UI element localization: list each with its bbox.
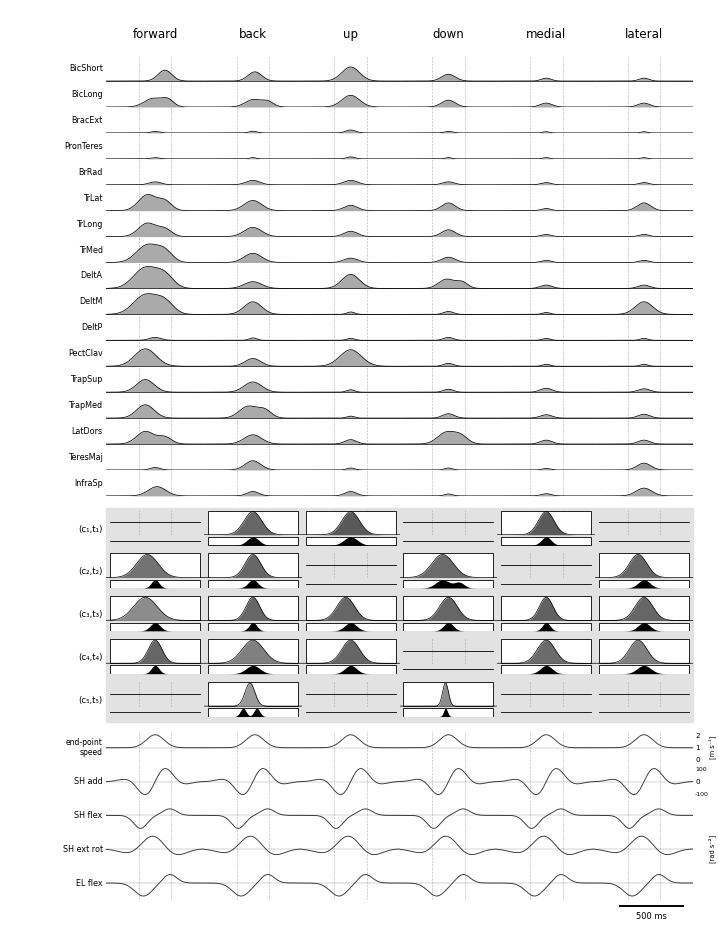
Bar <box>110 579 200 588</box>
Bar <box>599 623 689 631</box>
Text: (c₁,t₁): (c₁,t₁) <box>78 525 103 533</box>
Text: LatDors: LatDors <box>72 427 103 436</box>
Text: TrapSup: TrapSup <box>70 376 103 384</box>
Text: up: up <box>343 28 358 41</box>
Text: SH ext rot: SH ext rot <box>62 845 103 854</box>
Bar <box>404 623 493 631</box>
Text: [m s⁻¹]: [m s⁻¹] <box>708 736 716 760</box>
Bar <box>501 537 591 546</box>
Text: EL flex: EL flex <box>76 879 103 887</box>
Bar <box>110 666 200 673</box>
Text: TeresMaj: TeresMaj <box>67 453 103 462</box>
Bar <box>404 579 493 588</box>
Bar <box>208 666 298 673</box>
Text: 100: 100 <box>695 766 707 772</box>
Text: TrapMed: TrapMed <box>68 401 103 410</box>
Bar <box>306 537 396 546</box>
Text: back: back <box>239 28 267 41</box>
Text: SH flex: SH flex <box>75 811 103 820</box>
Text: forward: forward <box>132 28 178 41</box>
Text: 0: 0 <box>695 757 699 762</box>
Text: BicShort: BicShort <box>69 64 103 73</box>
Text: (c₂,t₂): (c₂,t₂) <box>78 567 103 577</box>
Text: 0: 0 <box>695 778 699 785</box>
Text: InfraSp: InfraSp <box>74 479 103 488</box>
Text: (c₄,t₄): (c₄,t₄) <box>78 653 103 662</box>
Text: BracExt: BracExt <box>71 115 103 125</box>
Bar <box>110 623 200 631</box>
Text: (c₃,t₃): (c₃,t₃) <box>78 610 103 619</box>
Text: BrRad: BrRad <box>78 168 103 177</box>
Bar <box>306 623 396 631</box>
Text: TrLat: TrLat <box>83 193 103 203</box>
Bar <box>404 708 493 716</box>
Text: PronTeres: PronTeres <box>64 142 103 151</box>
Text: BicLong: BicLong <box>71 90 103 99</box>
Text: DeltA: DeltA <box>80 271 103 281</box>
Text: 1: 1 <box>695 745 699 751</box>
Text: TrLong: TrLong <box>76 220 103 228</box>
Text: PectClav: PectClav <box>68 349 103 359</box>
Bar <box>501 623 591 631</box>
Text: -100: -100 <box>695 792 709 796</box>
Bar <box>208 708 298 716</box>
Text: end-point
speed: end-point speed <box>66 738 103 758</box>
Text: TrMed: TrMed <box>79 246 103 254</box>
Text: [rad s⁻²]: [rad s⁻²] <box>708 835 716 863</box>
Bar <box>599 579 689 588</box>
Text: 2: 2 <box>695 732 699 739</box>
Text: (c₅,t₅): (c₅,t₅) <box>78 696 103 705</box>
Bar <box>599 666 689 673</box>
Text: SH add: SH add <box>74 777 103 786</box>
Bar <box>208 537 298 546</box>
Text: DeltM: DeltM <box>79 298 103 306</box>
Bar <box>306 666 396 673</box>
Bar <box>208 623 298 631</box>
Text: lateral: lateral <box>625 28 663 41</box>
Bar <box>501 666 591 673</box>
Text: medial: medial <box>526 28 567 41</box>
Text: 500 ms: 500 ms <box>636 912 667 920</box>
Text: DeltP: DeltP <box>81 323 103 332</box>
Bar <box>208 579 298 588</box>
Text: down: down <box>432 28 465 41</box>
